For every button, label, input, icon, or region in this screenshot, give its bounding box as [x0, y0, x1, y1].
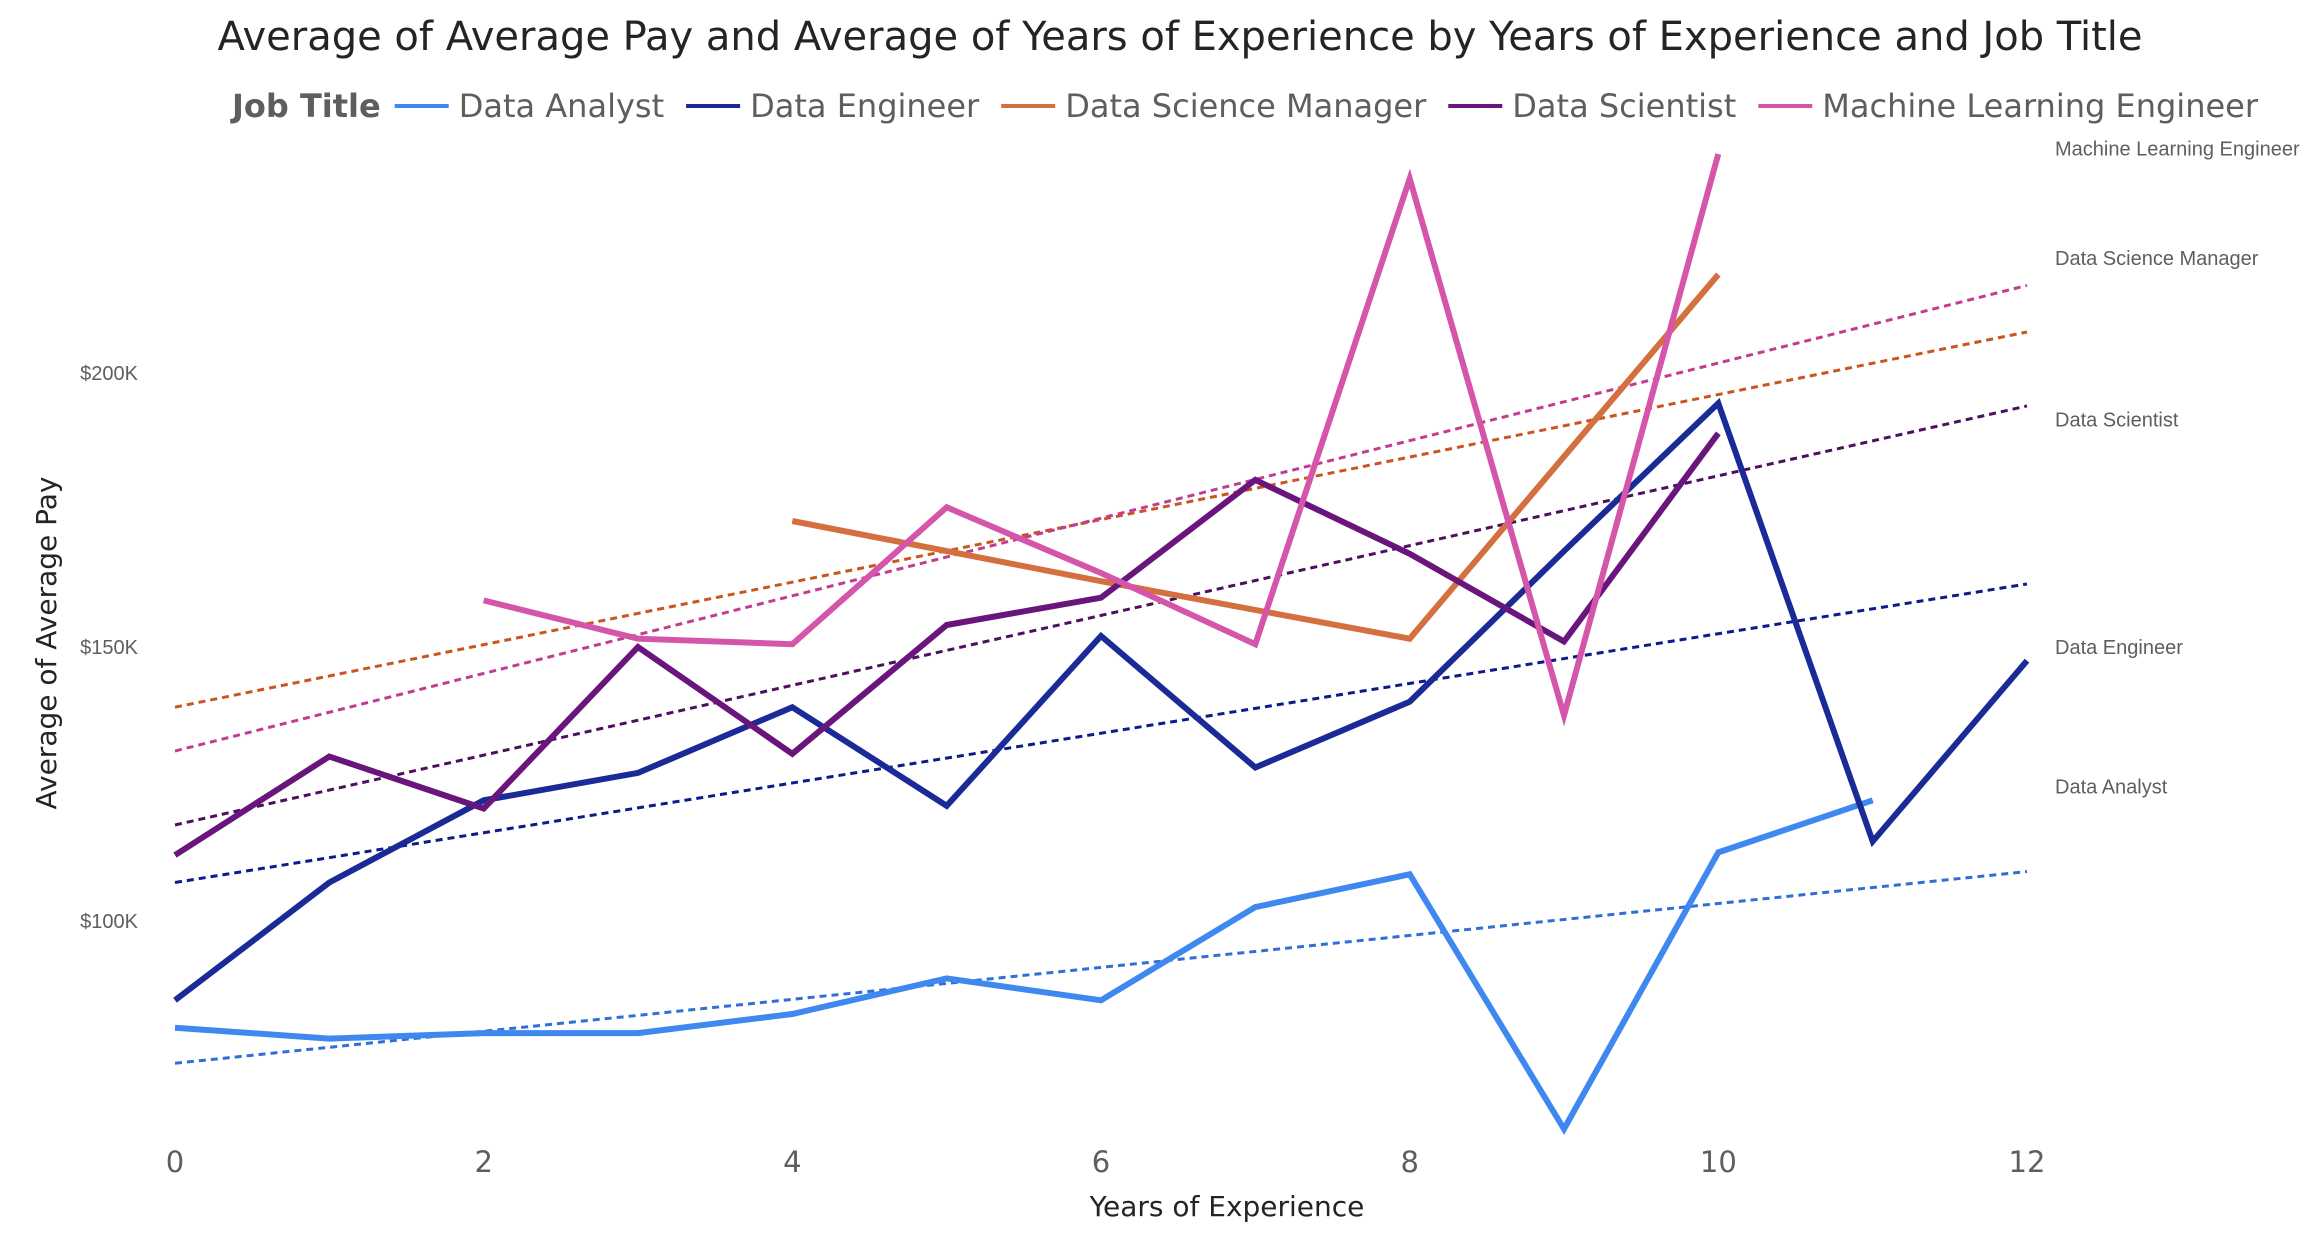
series-lines	[173, 153, 2030, 1135]
legend-item-machine-learning-engineer[interactable]: Machine Learning Engineer	[1822, 87, 2259, 125]
trend-line-data-scientist	[174, 404, 2028, 827]
x-tick-label: 8	[1400, 1145, 1418, 1179]
y-tick-label: $100K	[80, 911, 138, 933]
x-tick-label: 12	[2009, 1145, 2046, 1179]
legend: Job Title Data Analyst Data Engineer Data S…	[230, 87, 2259, 125]
trend-line-data-science-manager	[174, 330, 2028, 709]
x-tick-label: 4	[783, 1145, 801, 1179]
end-label-data-analyst: Data Analyst	[2055, 777, 2168, 799]
end-label-data-scientist: Data Scientist	[2055, 410, 2179, 432]
chart-title: Average of Average Pay and Average of Ye…	[217, 14, 2142, 60]
legend-item-data-science-manager[interactable]: Data Science Manager	[1065, 87, 1427, 125]
trend-lines	[174, 283, 2028, 1065]
series-line-data-engineer[interactable]	[173, 397, 2030, 1003]
legend-item-data-engineer[interactable]: Data Engineer	[750, 87, 980, 125]
trend-line-data-engineer	[174, 582, 2028, 884]
series-line-data-scientist[interactable]	[173, 431, 1721, 858]
y-tick-label: $150K	[80, 637, 138, 659]
end-label-data-science-manager: Data Science Manager	[2055, 248, 2259, 270]
x-tick-label: 6	[1092, 1145, 1110, 1179]
trend-end-labels: Machine Learning Engineer Data Science Ma…	[2055, 138, 2300, 798]
legend-title: Job Title	[230, 87, 381, 125]
legend-item-data-analyst[interactable]: Data Analyst	[459, 87, 664, 125]
end-label-data-engineer: Data Engineer	[2055, 637, 2183, 659]
y-axis-title: Average of Average Pay	[30, 476, 63, 809]
x-axis: 0 2 4 6 8 10 12	[166, 1145, 2046, 1179]
trend-line-machine-learning-engineer	[174, 283, 2028, 753]
series-line-data-science-manager[interactable]	[791, 272, 1721, 642]
y-axis: $100K $150K $200K	[80, 363, 138, 933]
series-line-machine-learning-engineer[interactable]	[482, 153, 1722, 727]
y-tick-label: $200K	[80, 363, 138, 385]
x-tick-label: 10	[1700, 1145, 1737, 1179]
series-line-data-analyst[interactable]	[174, 797, 1874, 1135]
legend-item-data-scientist[interactable]: Data Scientist	[1512, 87, 1736, 125]
x-tick-label: 2	[474, 1145, 492, 1179]
end-label-machine-learning-engineer: Machine Learning Engineer	[2055, 138, 2300, 160]
x-axis-title: Years of Experience	[1089, 1190, 1365, 1223]
x-tick-label: 0	[166, 1145, 184, 1179]
trend-line-data-analyst	[174, 870, 2028, 1065]
